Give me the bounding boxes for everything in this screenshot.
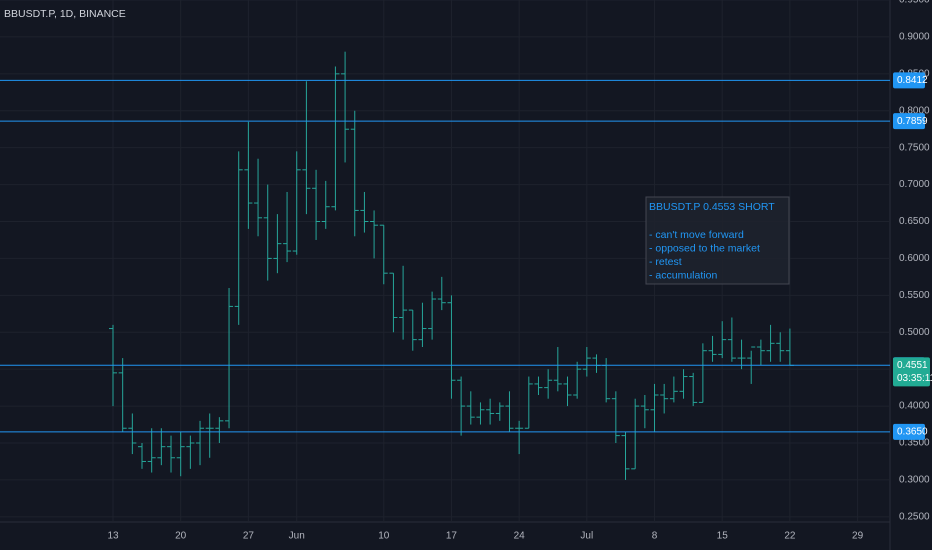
price-box-label: 0.7859 xyxy=(897,116,928,127)
price-box xyxy=(893,113,925,130)
x-tick-label: 29 xyxy=(852,531,864,542)
bars xyxy=(109,51,794,480)
y-tick-label: 0.9500 xyxy=(899,0,930,6)
y-tick-label: 0.9000 xyxy=(899,32,930,43)
x-tick-label: 24 xyxy=(514,531,526,542)
x-tick-label: 20 xyxy=(175,531,187,542)
annotation-line: - can't move forward xyxy=(649,229,744,241)
y-tick-label: 0.5500 xyxy=(899,290,930,301)
x-tick-label: 8 xyxy=(652,531,658,542)
x-tick-label: Jul xyxy=(580,531,593,542)
y-tick-label: 0.2500 xyxy=(899,511,930,522)
price-box-label: 0.3650 xyxy=(897,427,928,438)
x-tick-label: 27 xyxy=(243,531,255,542)
y-tick-label: 0.6500 xyxy=(899,216,930,227)
annotation-line: - retest xyxy=(649,256,682,268)
x-tick-label: 13 xyxy=(107,531,119,542)
annotation-line: - opposed to the market xyxy=(649,243,760,255)
price-box-label: 0.8412 xyxy=(897,75,928,86)
price-box xyxy=(893,72,925,89)
price-box xyxy=(893,423,925,440)
y-tick-label: 0.3500 xyxy=(899,438,930,449)
overlays: 0.84120.78590.45530.36500.455103:35:11BB… xyxy=(0,72,932,440)
x-tick-label: 10 xyxy=(378,531,390,542)
y-tick-label: 0.5000 xyxy=(899,327,930,338)
chart-title: BBUSDT.P, 1D, BINANCE xyxy=(4,8,126,20)
y-tick-label: 0.6000 xyxy=(899,253,930,264)
x-tick-label: 22 xyxy=(784,531,796,542)
y-tick-label: 0.4000 xyxy=(899,401,930,412)
annotation-box xyxy=(645,196,790,285)
last-price-label: 0.4551 xyxy=(897,360,928,371)
countdown: 03:35:11 xyxy=(897,373,932,384)
y-tick-label: 0.8000 xyxy=(899,105,930,116)
y-tick-label: 0.7000 xyxy=(899,179,930,190)
annotation-title: BBUSDT.P 0.4553 SHORT xyxy=(649,201,775,213)
x-tick-label: 17 xyxy=(446,531,458,542)
last-price-box xyxy=(893,357,930,387)
x-tick-label: 15 xyxy=(717,531,729,542)
x-tick-label: Jun xyxy=(289,531,305,542)
y-tick-label: 0.3000 xyxy=(899,475,930,486)
y-tick-label: 0.7500 xyxy=(899,142,930,153)
annotation-line: - accumulation xyxy=(649,270,717,282)
